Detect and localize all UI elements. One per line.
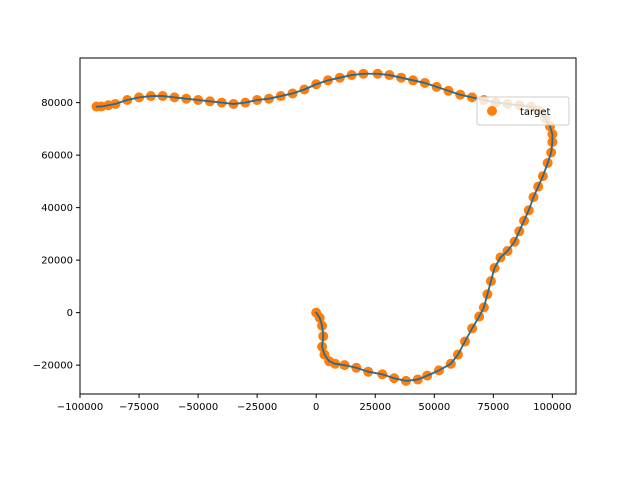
y-tick-label: 40000	[41, 203, 73, 214]
x-axis: −100000 −75000 −50000 −25000 0 25000 50000 7500…	[57, 394, 571, 413]
y-axis: −20000 0 20000 40000 60000 80000	[33, 98, 80, 372]
x-tick-label: 0	[313, 402, 319, 413]
legend-marker-target	[487, 106, 497, 116]
y-tick-label: 20000	[41, 256, 73, 267]
y-tick-label: 80000	[41, 98, 73, 109]
legend-label-target: target	[520, 107, 550, 118]
y-tick-label: 0	[67, 308, 73, 319]
x-tick-label: −100000	[57, 402, 104, 413]
x-tick-label: 50000	[418, 402, 450, 413]
x-tick-label: 25000	[359, 402, 391, 413]
x-tick-label: −50000	[178, 402, 218, 413]
x-tick-label: 100000	[533, 402, 571, 413]
x-tick-label: −75000	[119, 402, 159, 413]
y-tick-label: 60000	[41, 151, 73, 162]
legend: target	[476, 96, 570, 126]
legend-box	[476, 96, 570, 126]
plot-frame	[79, 57, 577, 395]
x-tick-label: −25000	[237, 402, 277, 413]
x-tick-label: 75000	[477, 402, 509, 413]
y-tick-label: −20000	[33, 361, 73, 372]
